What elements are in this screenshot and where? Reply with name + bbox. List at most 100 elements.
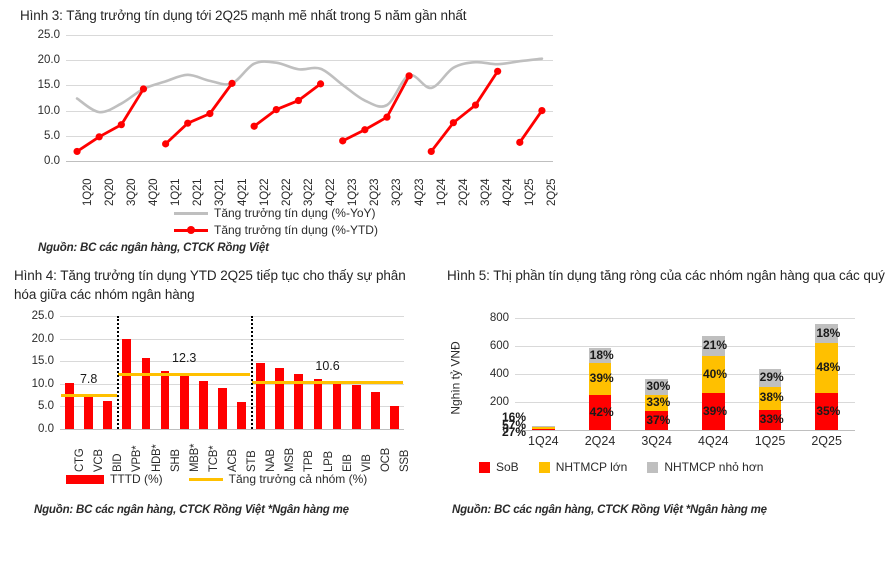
segment-percent-label: 38% [759, 390, 784, 405]
y-axis-tick: 0.0 [38, 423, 54, 435]
figure-5-y-axis-title: Nghìn tỷ VNĐ [448, 341, 463, 415]
x-axis-tick: 3Q24 [480, 178, 493, 206]
bar-swatch-icon [66, 474, 104, 484]
segment-percent-label: 27% [502, 425, 527, 440]
line-dot-swatch-icon [174, 226, 208, 234]
gridline [515, 374, 855, 375]
stack-segment [815, 324, 838, 344]
figure-4-plot: 7.8 12.3 10.6 [60, 316, 404, 430]
stack-segment [532, 428, 555, 430]
gridline [66, 35, 553, 36]
segment-percent-label: 18% [816, 325, 841, 340]
legend-label: NHTMCP lớn [555, 460, 628, 474]
x-axis-tick: HDB* [150, 444, 163, 472]
figure-3: Hình 3: Tăng trưởng tín dụng tới 2Q25 mạ… [14, 6, 574, 256]
stack-segment [758, 409, 782, 430]
figure-5-y-axis: 0 200 400 600 800 [469, 312, 509, 436]
figure-4-x-axis: CTG VCB BID VPB* HDB* SHB MBB* TCB* ACB STB NAB MSB… [60, 432, 411, 476]
segment-percent-label: 29% [759, 369, 784, 384]
stack-segment [645, 394, 668, 412]
bar [122, 338, 132, 429]
y-axis-tick: 15.0 [37, 79, 60, 92]
x-axis-tick: 3Q20 [125, 178, 138, 206]
x-axis-tick: VCB [93, 449, 106, 472]
figure-3-y-axis: 0.0 5.0 10.0 15.0 20.0 25.0 [14, 29, 60, 167]
gridline [60, 383, 404, 385]
x-axis-tick: 1Q20 [81, 178, 94, 206]
x-axis-tick: 2Q20 [103, 178, 116, 206]
bar [103, 401, 113, 429]
x-axis-tick: 4Q21 [236, 178, 249, 206]
square-swatch-icon [479, 461, 490, 473]
segment-percent-label: 33% [646, 394, 671, 409]
segment-percent-label: 37% [646, 412, 671, 427]
y-axis-tick: 0 [502, 424, 509, 436]
x-axis-tick: 1Q24 [435, 178, 448, 206]
gridline [66, 135, 553, 137]
stacked-bar [645, 379, 668, 430]
bar [198, 381, 208, 429]
legend-label: NHTMCP nhỏ hơn [664, 460, 764, 474]
line-swatch-icon [188, 477, 223, 481]
figure-4-y-axis: 0.0 5.0 10.0 15.0 20.0 25.0 [14, 310, 54, 435]
y-axis-tick: 600 [489, 340, 509, 352]
stacked-bar [702, 336, 725, 430]
x-axis-tick: MBB* [188, 443, 201, 472]
segment-percent-label: 39% [703, 403, 728, 418]
figure-3-title: Hình 3: Tăng trưởng tín dụng tới 2Q25 mạ… [20, 8, 467, 23]
x-axis-tick: SSB [398, 449, 411, 472]
segment-percent-label: 39% [589, 371, 614, 386]
figure-5-x-axis: 1Q24 2Q24 3Q24 4Q24 1Q25 2Q25 [515, 432, 855, 452]
group-average-line [118, 373, 251, 377]
x-axis-tick: SHB [169, 449, 182, 472]
y-axis-tick: 5.0 [44, 129, 60, 142]
bar [313, 379, 323, 429]
bar [370, 392, 380, 429]
legend-label: Tăng trưởng tín dụng (%-YTD) [214, 223, 378, 237]
figure-5-plot: 27% 57% 16% 42% 39% 18% 37% 33% 30% 39% 40% 21% 33% 3… [502, 318, 855, 439]
line-swatch-icon [174, 211, 208, 215]
x-axis-tick: STB [246, 450, 259, 472]
legend-label: TTTD (%) [110, 472, 163, 486]
segment-percent-label: 18% [589, 347, 614, 362]
stack-segment [645, 411, 668, 430]
group-average-line [251, 381, 404, 385]
legend-item-nhtmcp-lon: NHTMCP lớn [538, 460, 628, 474]
x-axis-tick: ACB [226, 449, 239, 472]
x-axis-tick: 4Q23 [413, 178, 426, 206]
gridline [66, 85, 553, 87]
stacked-bar [815, 324, 838, 430]
group-average-label: 7.8 [79, 371, 98, 386]
gridline [60, 406, 404, 408]
x-axis-tick: 4Q24 [698, 434, 729, 448]
group-average-line [60, 393, 117, 397]
x-axis-tick: 4Q24 [502, 178, 515, 206]
x-axis-tick: EIB [341, 454, 354, 472]
legend-label: Tăng trưởng cả nhóm (%) [228, 472, 368, 486]
x-axis-tick: LPB [322, 451, 335, 472]
y-axis-tick: 0.0 [44, 155, 60, 167]
gridline [515, 402, 855, 403]
x-axis-tick: 1Q21 [170, 178, 183, 206]
figure-4-legend: TTTD (%) Tăng trưởng cả nhóm (%) [66, 472, 367, 486]
group-divider [117, 316, 120, 429]
stack-segment [702, 393, 725, 430]
x-axis-tick: TPB [303, 450, 316, 472]
gridline [60, 338, 404, 340]
bar [84, 396, 94, 429]
bar [179, 374, 189, 429]
stack-segment [815, 343, 838, 394]
gridline [66, 110, 553, 112]
y-axis-tick: 200 [489, 396, 509, 408]
bar [351, 385, 361, 429]
segment-percent-label: 40% [703, 366, 728, 381]
y-axis-tick: 5.0 [38, 400, 54, 413]
segment-percent-label: 33% [759, 411, 784, 426]
legend-item-sob: SoB [479, 460, 519, 474]
x-axis-tick: 1Q23 [347, 178, 360, 206]
bar [160, 370, 170, 429]
figure-4: Hình 4: Tăng trưởng tín dụng YTD 2Q25 ti… [14, 266, 434, 526]
legend-label: SoB [496, 460, 519, 474]
stack-segment [588, 363, 612, 396]
